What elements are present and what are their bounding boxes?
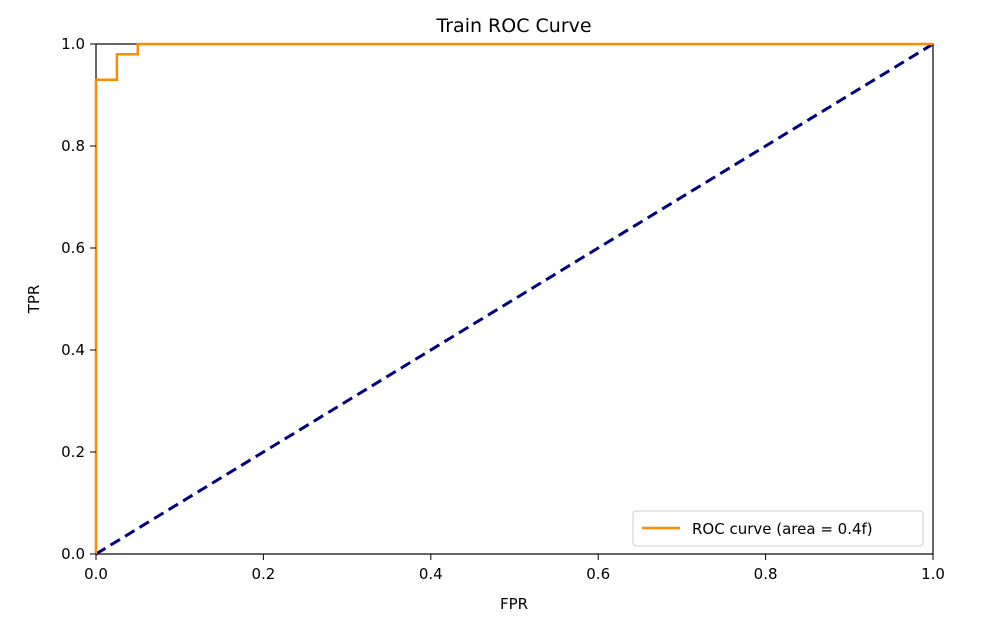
legend: ROC curve (area = 0.4f) (632, 510, 924, 547)
chance-diagonal-line (95, 42, 934, 556)
x-tick-label: 0.0 (84, 565, 108, 583)
y-tick-label: 1.0 (61, 35, 85, 53)
legend-label-roc: ROC curve (area = 0.4f) (692, 520, 873, 538)
x-tick-label: 0.4 (419, 565, 443, 583)
chart-title: Train ROC Curve (435, 15, 591, 37)
x-tick-label: 0.8 (754, 565, 778, 583)
x-tick-label: 0.2 (251, 565, 275, 583)
y-axis-title: TPR (25, 285, 43, 315)
series-layer (94, 42, 934, 556)
y-axis-ticks: 0.0 0.2 0.4 0.6 0.8 1.0 (61, 35, 96, 563)
y-tick-label: 0.2 (61, 443, 85, 461)
x-tick-label: 1.0 (921, 565, 945, 583)
roc-curve-line (94, 42, 933, 554)
plot-area: 0.0 0.2 0.4 0.6 0.8 1.0 0.0 0.2 0.4 0.6 0.8 1.0 (61, 35, 945, 583)
x-axis-ticks: 0.0 0.2 0.4 0.6 0.8 1.0 (84, 554, 945, 583)
legend-box (632, 510, 924, 547)
x-axis-title: FPR (500, 595, 528, 613)
y-tick-label: 0.4 (61, 341, 85, 359)
y-tick-label: 0.6 (61, 239, 85, 257)
y-tick-label: 0.0 (61, 545, 85, 563)
y-tick-label: 0.8 (61, 137, 85, 155)
x-tick-label: 0.6 (586, 565, 610, 583)
